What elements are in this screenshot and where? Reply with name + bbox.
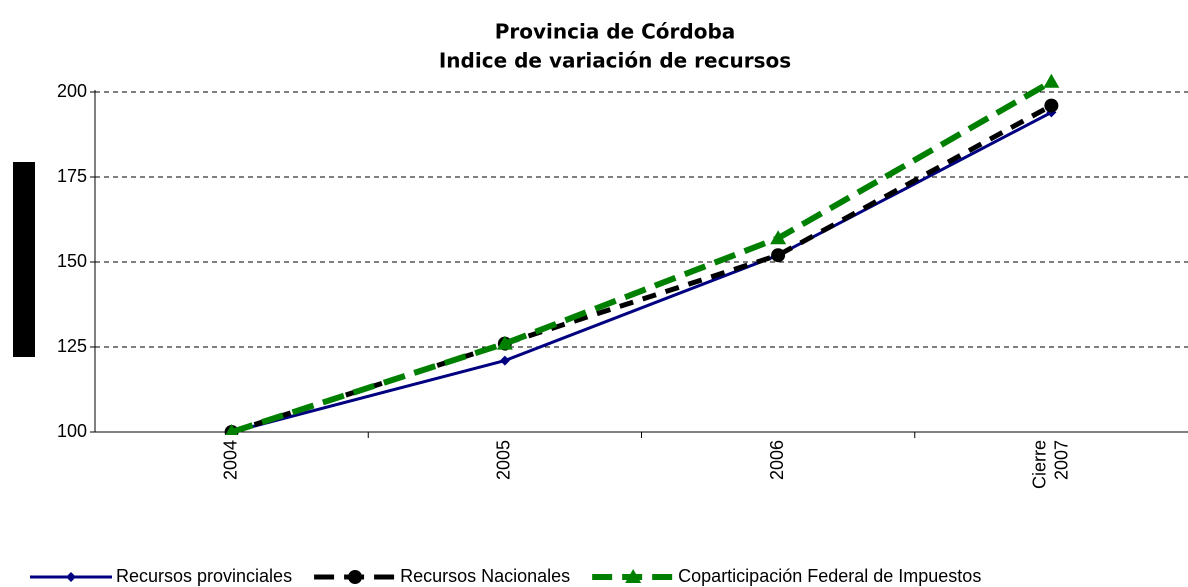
y-tick-label: 100 — [57, 421, 87, 441]
marker — [225, 424, 238, 435]
x-tick-label: 2006 — [767, 440, 787, 480]
marker — [348, 570, 363, 584]
y-tick-label: 175 — [57, 166, 87, 186]
y-tick-label: 200 — [57, 81, 87, 101]
marker — [1043, 73, 1060, 88]
marker — [1044, 98, 1059, 113]
marker — [66, 572, 76, 582]
redaction — [13, 162, 35, 357]
legend-label: Recursos provinciales — [116, 566, 292, 586]
x-tick-label: 2005 — [494, 440, 514, 480]
series-line — [230, 103, 1053, 435]
marker — [771, 248, 786, 263]
y-tick-label: 150 — [57, 251, 87, 271]
plot-area — [224, 73, 1060, 435]
series-line — [230, 79, 1053, 435]
legend-label: Coparticipación Federal de Impuestos — [678, 566, 981, 586]
chart-subtitle: Indice de variación de recursos — [439, 49, 791, 73]
marker — [499, 355, 510, 366]
x-tick-label: 2004 — [220, 440, 240, 480]
chart-title: Provincia de Córdoba — [495, 20, 736, 44]
y-tick-label: 125 — [57, 336, 87, 356]
x-tick-label: Cierre 2007 — [1029, 440, 1071, 489]
marker — [496, 335, 513, 350]
marker — [770, 230, 787, 245]
series-line — [231, 111, 1053, 434]
marker — [625, 569, 642, 583]
legend-label: Recursos Nacionales — [400, 566, 570, 586]
